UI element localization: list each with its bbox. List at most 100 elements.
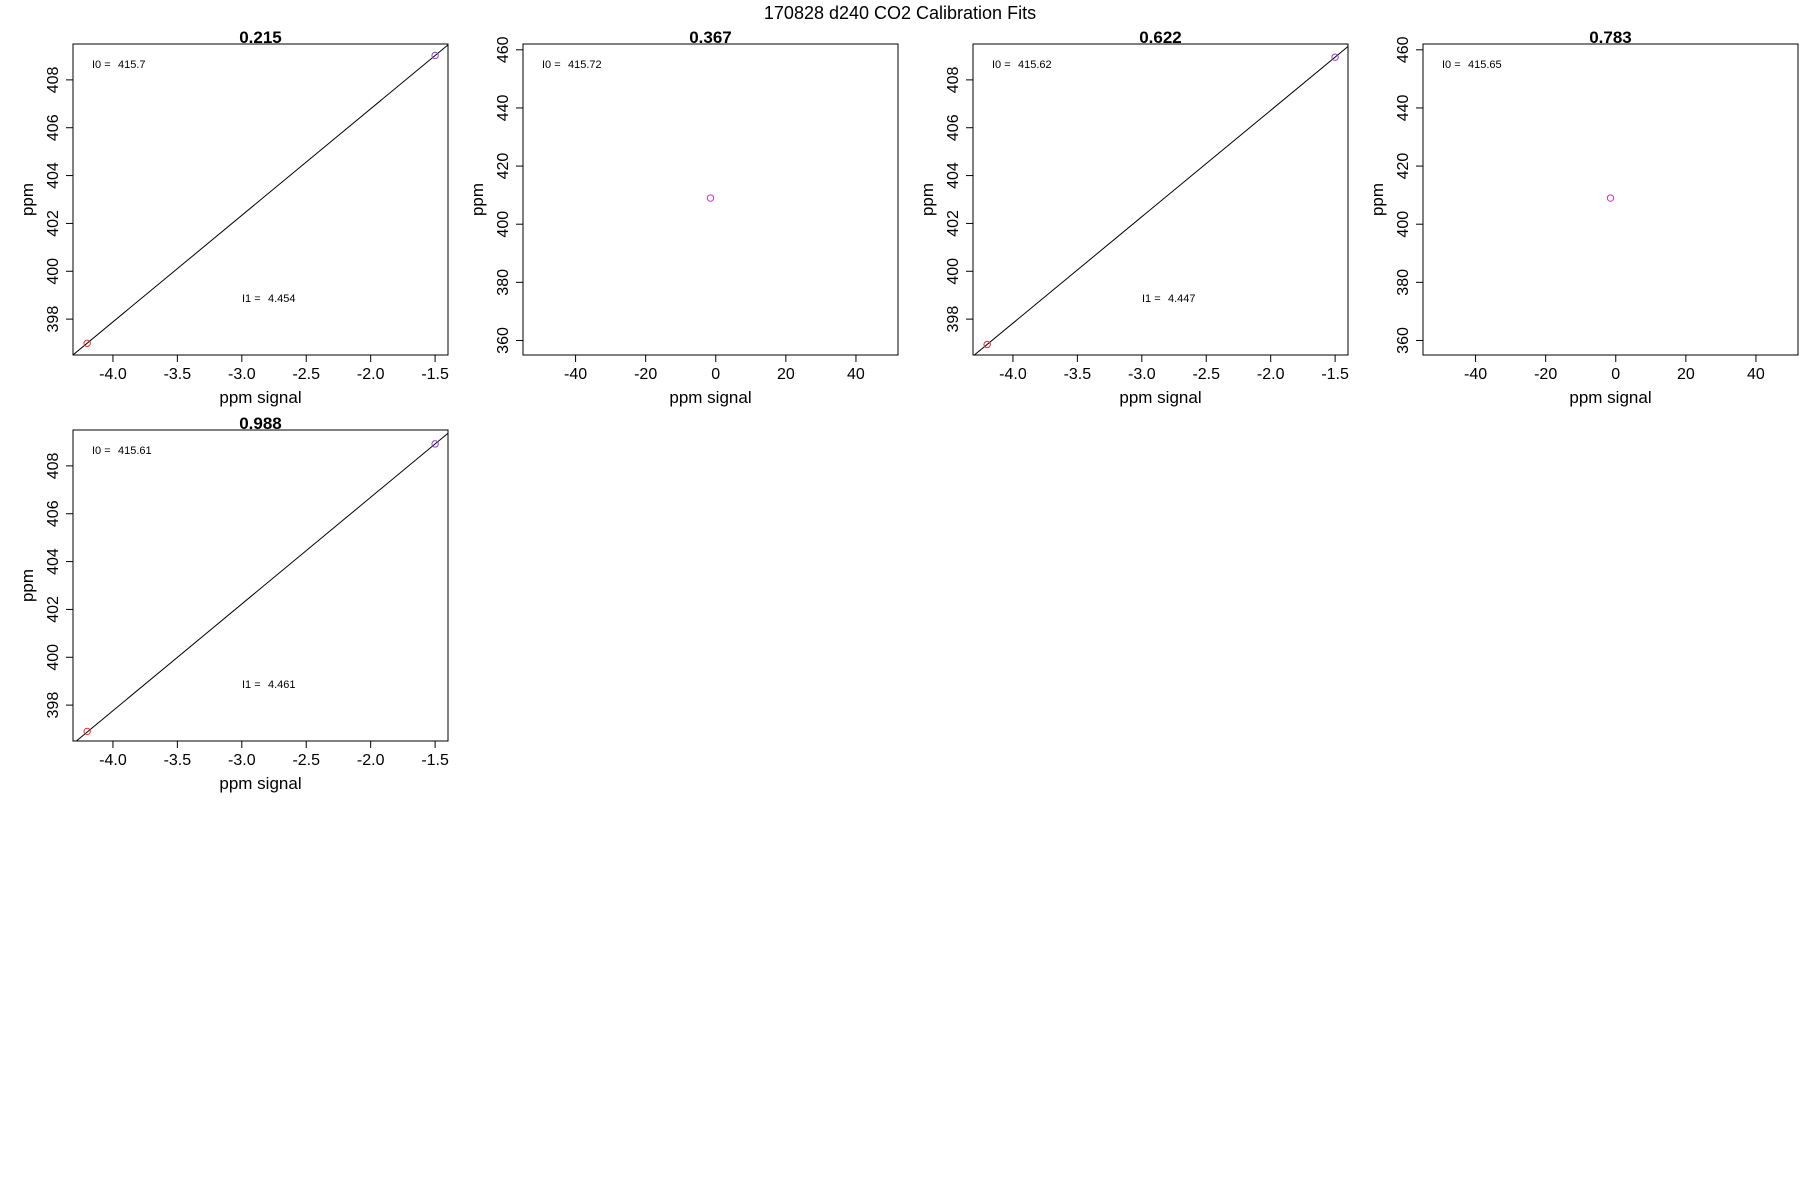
x-tick-label: -1.5	[1321, 366, 1349, 383]
calibration-panel: 0.988 -4.0 -3.5 -3.0 -2.5 -2.0 -1.5 ppm signal 3…	[18, 414, 449, 793]
x-tick-label: 20	[1677, 366, 1695, 383]
x-tick-label: -2.5	[292, 752, 320, 769]
x-tick-label: -1.5	[421, 366, 449, 383]
y-axis-label: ppm	[18, 569, 37, 602]
y-tick-label: 460	[1395, 36, 1412, 63]
data-point	[431, 440, 439, 448]
x-tick-label: -3.0	[1128, 366, 1156, 383]
x-tick-label: -2.0	[1257, 366, 1285, 383]
x-tick-label: -4.0	[999, 366, 1027, 383]
data-point	[1606, 194, 1615, 202]
fit-line	[73, 44, 448, 355]
x-tick-label: 40	[1747, 366, 1765, 383]
x-tick-label: -3.0	[228, 366, 256, 383]
annotation-value: 415.61	[118, 445, 152, 457]
x-tick-label: 20	[777, 366, 795, 383]
plot-frame	[972, 43, 1349, 356]
x-tick-label: -3.0	[228, 752, 256, 769]
x-tick-label: -4.0	[99, 752, 127, 769]
y-tick-label: 404	[45, 548, 62, 575]
y-axis-label: ppm	[18, 183, 37, 216]
x-tick-label: -3.5	[164, 752, 192, 769]
panel-grid: 0.215 -4.0 -3.5 -3.0 -2.5 -2.0 -1.5 ppm signal 3…	[18, 28, 1799, 793]
annotation-value: 4.454	[268, 293, 296, 305]
x-tick-label: -4.0	[99, 366, 127, 383]
y-tick-label: 380	[495, 269, 512, 296]
y-tick-label: 420	[1395, 153, 1412, 180]
plot-frame	[522, 43, 899, 356]
y-tick-label: 360	[495, 327, 512, 354]
y-tick-label: 440	[495, 94, 512, 121]
y-tick-label: 420	[495, 153, 512, 180]
y-tick-label: 400	[945, 258, 962, 285]
data-point	[83, 339, 91, 347]
fit-line	[75, 432, 448, 741]
annotation-value: 415.72	[568, 59, 602, 71]
x-tick-label: -3.5	[164, 366, 192, 383]
y-tick-label: 398	[945, 306, 962, 333]
fit-line	[973, 46, 1348, 355]
y-tick-label: 400	[495, 211, 512, 238]
x-tick-label: -2.5	[1192, 366, 1220, 383]
y-tick-label: 460	[495, 36, 512, 63]
annotation-label: I0 =	[92, 445, 111, 457]
y-tick-label: 398	[45, 306, 62, 333]
calibration-panel: 0.215 -4.0 -3.5 -3.0 -2.5 -2.0 -1.5 ppm signal 3…	[18, 28, 449, 407]
x-axis-label: ppm signal	[1119, 388, 1201, 407]
annotation-label: I1 =	[242, 293, 261, 305]
y-axis-label: ppm	[1368, 183, 1387, 216]
annotation-value: 4.447	[1168, 293, 1196, 305]
x-axis-label: ppm signal	[219, 774, 301, 793]
data-point	[431, 51, 439, 60]
x-tick-label: -20	[1534, 366, 1557, 383]
annotation-label: I0 =	[542, 59, 561, 71]
y-tick-label: 400	[1395, 211, 1412, 238]
y-tick-label: 360	[1395, 327, 1412, 354]
y-tick-label: 406	[945, 114, 962, 141]
y-tick-label: 408	[45, 66, 62, 93]
y-tick-label: 404	[945, 162, 962, 189]
y-tick-label: 408	[45, 452, 62, 479]
annotation-label: I0 =	[1442, 59, 1461, 71]
x-tick-label: -2.0	[357, 366, 385, 383]
annotation-label: I1 =	[1142, 293, 1161, 305]
y-tick-label: 380	[1395, 269, 1412, 296]
panel-title: 0.367	[689, 28, 732, 47]
x-tick-label: -3.5	[1064, 366, 1092, 383]
y-tick-label: 402	[45, 596, 62, 623]
x-tick-label: -2.0	[357, 752, 385, 769]
x-tick-label: -20	[634, 366, 657, 383]
panel-title: 0.215	[239, 28, 282, 47]
x-axis-label: ppm signal	[219, 388, 301, 407]
data-point	[983, 340, 991, 349]
y-tick-label: 402	[945, 210, 962, 237]
y-axis-label: ppm	[918, 183, 937, 216]
annotation-value: 415.7	[118, 59, 146, 71]
x-tick-label: 40	[847, 366, 865, 383]
data-point	[706, 194, 715, 202]
data-point	[1331, 53, 1339, 61]
y-tick-label: 400	[45, 258, 62, 285]
panel-title: 0.988	[239, 414, 282, 433]
plot-frame	[1422, 43, 1799, 356]
x-tick-label: -2.5	[292, 366, 320, 383]
x-tick-label: -40	[1464, 366, 1487, 383]
calibration-panel: 0.622 -4.0 -3.5 -3.0 -2.5 -2.0 -1.5 ppm signal 3…	[918, 28, 1349, 407]
annotation-value: 4.461	[268, 679, 296, 691]
y-tick-label: 402	[45, 210, 62, 237]
x-axis-label: ppm signal	[669, 388, 751, 407]
y-tick-label: 406	[45, 500, 62, 527]
y-tick-label: 406	[45, 114, 62, 141]
y-tick-label: 400	[45, 644, 62, 671]
calibration-panel: 0.783 -40 -20 0 20 40 ppm signal 360 380 400 420 44…	[1368, 28, 1799, 407]
annotation-label: I0 =	[992, 59, 1011, 71]
y-axis-label: ppm	[468, 183, 487, 216]
x-tick-label: 0	[1611, 366, 1620, 383]
annotation-label: I1 =	[242, 679, 261, 691]
plot-frame	[72, 429, 449, 742]
x-tick-label: 0	[711, 366, 720, 383]
x-axis-label: ppm signal	[1569, 388, 1651, 407]
annotation-label: I0 =	[92, 59, 111, 71]
y-tick-label: 404	[45, 162, 62, 189]
